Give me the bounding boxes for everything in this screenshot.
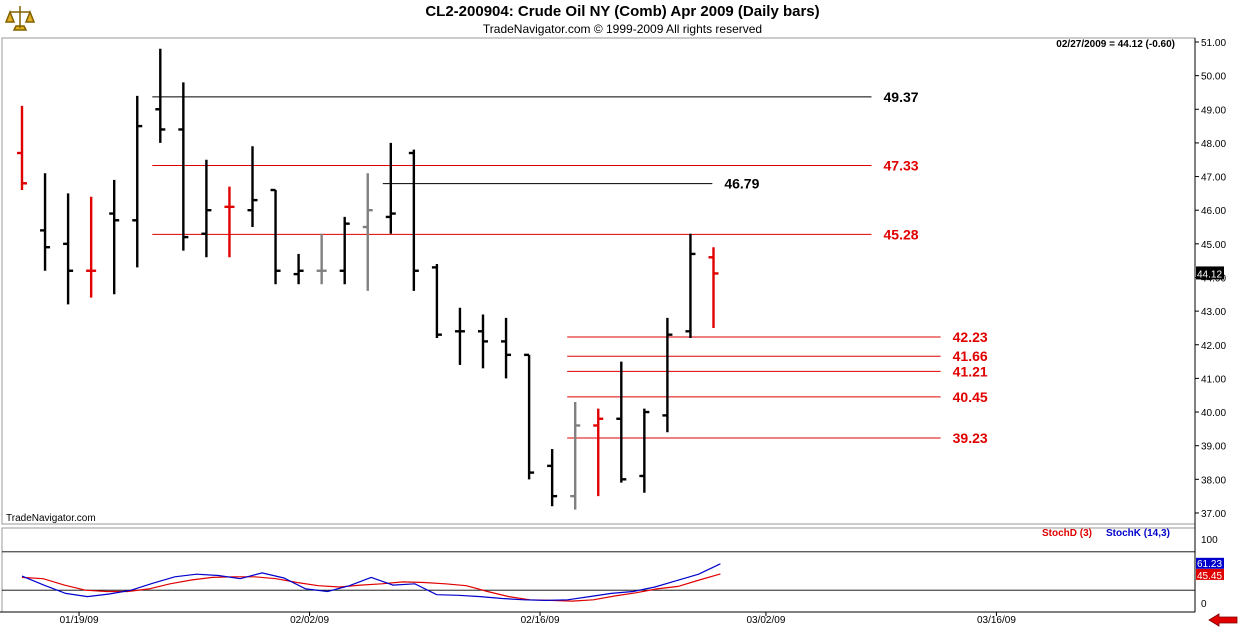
date-tick-label: 03/16/09	[977, 615, 1016, 626]
stoch-legend-entry: StochK (14,3)	[1106, 528, 1170, 539]
last-quote-label: 02/27/2009 = 44.12 (-0.60)	[1056, 39, 1175, 50]
last-price-box	[1196, 266, 1224, 280]
price-tick-label: 39.00	[1201, 442, 1226, 453]
stoch-d-value-label: 45.45	[1197, 571, 1222, 582]
level-label: 41.21	[953, 363, 988, 379]
price-tick-label: 48.00	[1201, 139, 1226, 150]
price-tick-label: 50.00	[1201, 72, 1226, 83]
stoch-series-line	[21, 563, 721, 602]
stoch-tick-label: 0	[1201, 599, 1207, 610]
stoch-legend-entry: StochD (3)	[1042, 528, 1092, 539]
level-label: 42.23	[953, 329, 988, 345]
level-label: 47.33	[884, 157, 919, 173]
price-tick-label: 46.00	[1201, 206, 1226, 217]
level-label: 39.23	[953, 430, 988, 446]
price-tick-label: 51.00	[1201, 38, 1226, 49]
stoch-d-value-box	[1196, 568, 1224, 580]
date-tick-label: 01/19/09	[60, 615, 99, 626]
chart-subtitle: TradeNavigator.com © 1999-2009 All right…	[482, 22, 763, 36]
chart-title: CL2-200904: Crude Oil NY (Comb) Apr 2009…	[425, 3, 820, 20]
watermark-label: TradeNavigator.com	[6, 513, 96, 524]
price-tick-label: 42.00	[1201, 341, 1226, 352]
price-tick-label: 43.00	[1201, 307, 1226, 318]
stoch-series-line	[21, 573, 721, 602]
stoch-tick-label: 100	[1201, 535, 1218, 546]
price-tick-label: 37.00	[1201, 509, 1226, 520]
price-tick-label: 49.00	[1201, 105, 1226, 116]
price-tick-label: 41.00	[1201, 374, 1226, 385]
price-tick-label: 47.00	[1201, 173, 1226, 184]
price-tick-label: 40.00	[1201, 408, 1226, 419]
scales-logo-icon[interactable]	[4, 4, 36, 36]
price-tick-label: 45.00	[1201, 240, 1226, 251]
stochastic-pane	[1, 527, 1196, 613]
stoch-k-value-label: 61.23	[1197, 559, 1222, 570]
date-tick-label: 02/16/09	[521, 615, 560, 626]
last-price-label: 44.12	[1197, 269, 1222, 280]
stoch-k-value-box	[1196, 557, 1224, 569]
level-label: 45.28	[884, 226, 919, 242]
price-tick-label: 38.00	[1201, 475, 1226, 486]
level-label: 49.37	[884, 89, 919, 105]
exit-arrow-icon[interactable]	[1207, 613, 1239, 627]
date-tick-label: 03/02/09	[746, 615, 785, 626]
level-label: 46.79	[724, 176, 759, 192]
level-label: 41.66	[953, 348, 988, 364]
date-tick-label: 02/02/09	[290, 615, 329, 626]
level-label: 40.45	[953, 389, 988, 405]
